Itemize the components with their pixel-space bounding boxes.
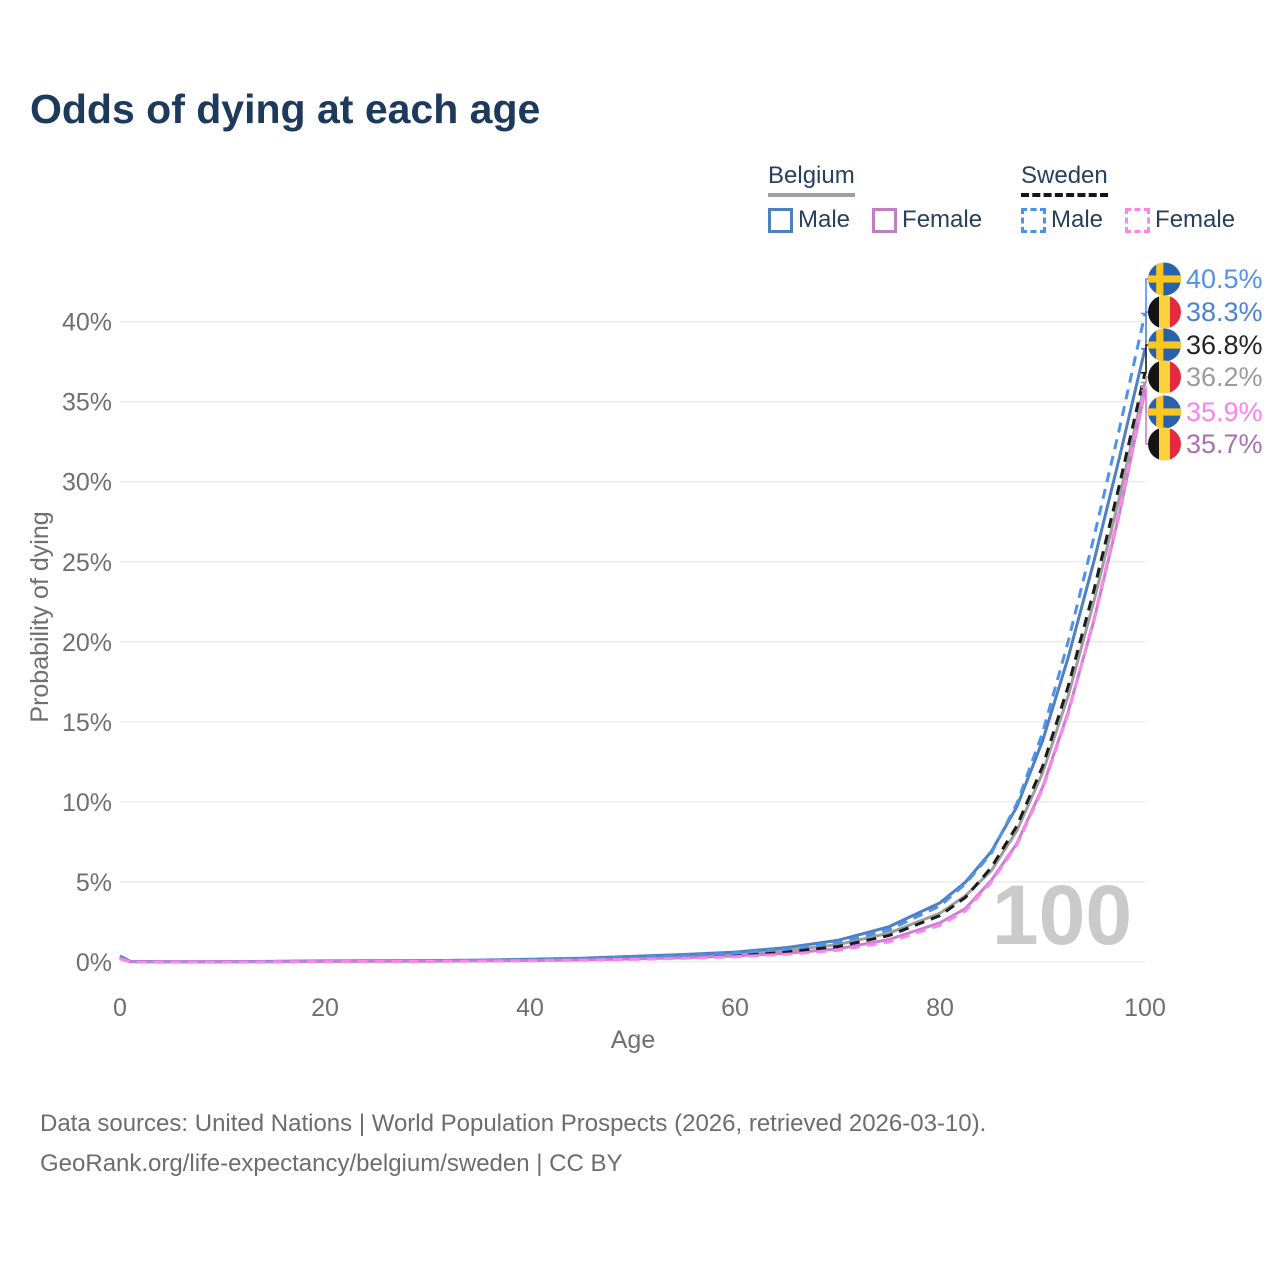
sweden-male-swatch-icon xyxy=(1021,207,1046,233)
legend-key-belgium-male[interactable]: Male xyxy=(768,206,850,234)
legend-label: Female xyxy=(902,206,983,233)
belgium-flag-icon xyxy=(1148,427,1181,461)
x-tick-label: 60 xyxy=(721,994,749,1022)
series-line-sweden-male[interactable] xyxy=(119,313,1147,964)
y-tick-label: 20% xyxy=(62,629,112,657)
legend-key-belgium-female[interactable]: Female xyxy=(872,206,982,234)
x-tick-label: 100 xyxy=(1124,994,1166,1022)
sweden-female-swatch-icon xyxy=(1125,207,1151,233)
y-tick-label: 10% xyxy=(62,789,112,817)
x-tick-label: 40 xyxy=(516,994,544,1022)
y-tick-label: 15% xyxy=(62,709,112,737)
end-value-label: 35.9% xyxy=(1186,397,1263,427)
y-tick-label: 40% xyxy=(62,309,112,337)
y-tick-label: 30% xyxy=(62,469,112,497)
end-value-label: 36.2% xyxy=(1186,362,1263,392)
legend-key-sweden-male[interactable]: Male xyxy=(1021,206,1103,234)
series-line-sweden-female[interactable] xyxy=(119,386,1147,964)
legend-label: Male xyxy=(798,206,851,233)
x-tick-label: 20 xyxy=(311,994,339,1022)
x-tick-label: 80 xyxy=(926,994,954,1022)
sweden-flag-icon xyxy=(1148,328,1181,362)
sweden-flag-icon xyxy=(1148,395,1181,429)
end-value-label: 38.3% xyxy=(1186,297,1263,327)
y-tick-label: 25% xyxy=(62,549,112,577)
y-axis-title: Probability of dying xyxy=(26,511,54,722)
legend-group-belgium: Belgium Male Female xyxy=(768,162,982,234)
attribution-footer: Data sources: United Nations | World Pop… xyxy=(40,1104,986,1184)
y-tick-label: 0% xyxy=(76,949,112,977)
belgium-flag-icon xyxy=(1148,360,1181,394)
belgium-male-swatch-icon xyxy=(768,207,793,233)
page-title: Odds of dying at each age xyxy=(30,86,541,132)
data-source-line: Data sources: United Nations | World Pop… xyxy=(40,1110,987,1137)
x-tick-label: 0 xyxy=(113,994,127,1022)
y-tick-label: 35% xyxy=(62,389,112,417)
legend-key-belgium-total[interactable]: Belgium xyxy=(768,162,855,197)
legend-key-sweden-female[interactable]: Female xyxy=(1125,206,1235,234)
end-value-label: 35.7% xyxy=(1186,429,1263,459)
legend-key-sweden-total[interactable]: Sweden xyxy=(1021,162,1108,197)
y-tick-label: 5% xyxy=(76,869,112,897)
x-axis-title: Age xyxy=(611,1026,655,1054)
legend-label: Male xyxy=(1051,206,1104,233)
end-value-label: 36.8% xyxy=(1186,330,1263,360)
belgium-female-swatch-icon xyxy=(872,207,898,233)
legend-label: Female xyxy=(1155,206,1236,233)
legend-group-sweden: Sweden Male Female xyxy=(1021,162,1235,234)
license-line: GeoRank.org/life-expectancy/belgium/swed… xyxy=(40,1150,623,1177)
belgium-flag-icon xyxy=(1148,295,1181,329)
sweden-flag-icon xyxy=(1148,262,1181,296)
end-value-label: 40.5% xyxy=(1186,264,1263,294)
age-cursor-watermark: 100 xyxy=(992,868,1132,962)
